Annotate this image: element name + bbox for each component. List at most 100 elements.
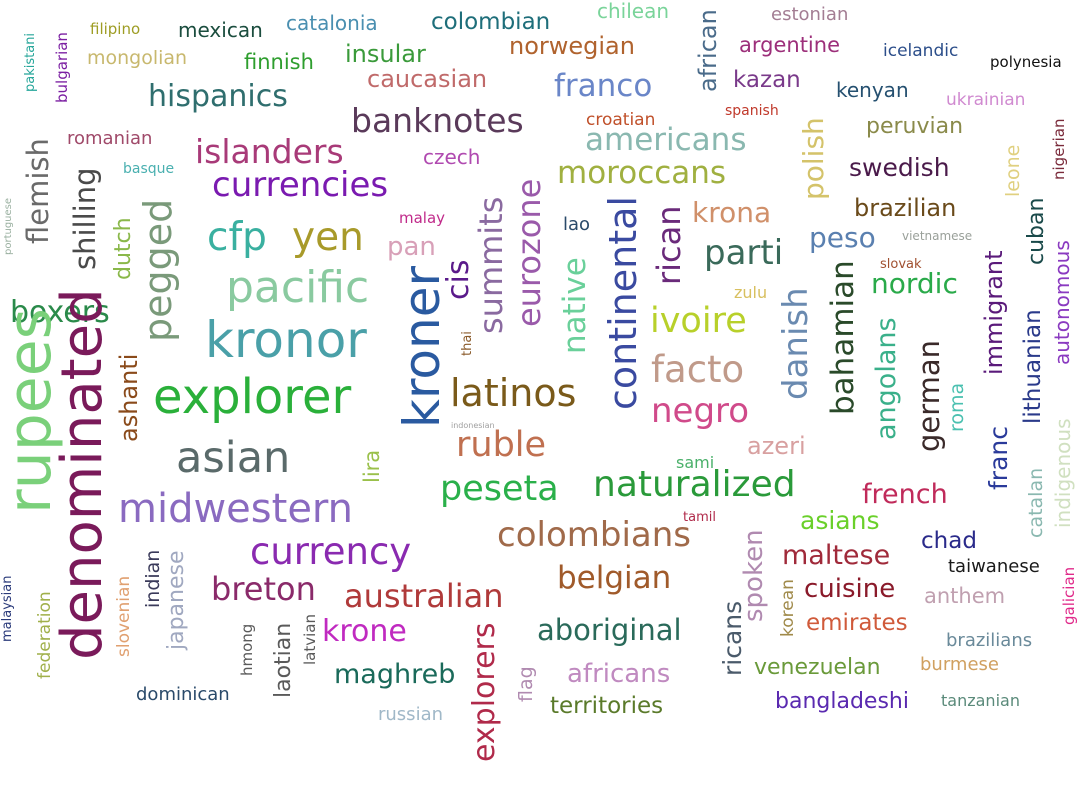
word-krone: krone xyxy=(322,614,407,649)
word-ukrainian: ukrainian xyxy=(946,90,1026,110)
word-currency: currency xyxy=(250,530,412,573)
word-angolans: angolans xyxy=(871,317,902,440)
word-aboriginal: aboriginal xyxy=(537,613,682,647)
word-brazilians: brazilians xyxy=(946,630,1033,651)
word-lithuanian: lithuanian xyxy=(1020,309,1046,424)
word-autonomous: autonomous xyxy=(1050,240,1074,365)
word-romanian: romanian xyxy=(67,128,153,149)
word-indonesian: indonesian xyxy=(451,421,495,430)
word-eurozone: eurozone xyxy=(510,178,548,327)
word-immigrant: immigrant xyxy=(980,250,1008,375)
word-native: native xyxy=(557,257,593,354)
word-swedish: swedish xyxy=(849,153,950,182)
word-maltese: maltese xyxy=(782,540,891,571)
word-islanders: islanders xyxy=(195,132,344,171)
word-burmese: burmese xyxy=(920,654,999,675)
word-explorer: explorer xyxy=(153,369,352,425)
word-indian: indian xyxy=(142,549,164,608)
word-catalonia: catalonia xyxy=(286,11,378,35)
word-spanish: spanish xyxy=(725,103,779,119)
word-croatian: croatian xyxy=(586,110,656,130)
word-franc: franc xyxy=(984,426,1013,490)
word-nordic: nordic xyxy=(871,267,958,300)
word-moroccans: moroccans xyxy=(557,155,727,191)
word-laotian: laotian xyxy=(271,622,296,698)
word-filipino: filipino xyxy=(90,20,141,38)
word-kenyan: kenyan xyxy=(836,78,909,102)
word-icelandic: icelandic xyxy=(883,41,959,61)
word-flemish: flemish xyxy=(21,138,55,244)
word-franco: franco xyxy=(554,68,653,104)
word-parti: parti xyxy=(704,233,784,273)
word-thai: thai xyxy=(460,331,475,356)
word-russian: russian xyxy=(378,704,444,725)
word-bahamian: bahamian xyxy=(825,260,861,415)
word-banknotes: banknotes xyxy=(351,101,524,140)
word-dutch: dutch xyxy=(111,217,136,280)
word-naturalized: naturalized xyxy=(593,464,796,505)
word-cuisine: cuisine xyxy=(804,574,896,604)
word-japanese: japanese xyxy=(164,550,189,650)
word-ruble: ruble xyxy=(456,425,547,465)
word-indigenous: indigenous xyxy=(1051,418,1075,529)
word-roma: roma xyxy=(946,382,968,432)
word-africans: africans xyxy=(567,659,671,689)
word-australian: australian xyxy=(344,577,504,615)
word-caucasian: caucasian xyxy=(367,65,488,93)
word-bangladeshi: bangladeshi xyxy=(775,689,909,714)
word-latvian: latvian xyxy=(301,614,319,665)
word-kronor: kronor xyxy=(205,311,367,369)
word-explorers: explorers xyxy=(467,622,502,762)
word-cuban: cuban xyxy=(1024,197,1049,265)
word-peseta: peseta xyxy=(440,469,559,509)
word-kazan: kazan xyxy=(733,67,801,93)
word-czech: czech xyxy=(423,145,481,169)
word-nigerian: nigerian xyxy=(1050,118,1068,180)
word-hispanics: hispanics xyxy=(148,79,288,114)
word-malaysian: malaysian xyxy=(0,575,15,643)
word-lira: lira xyxy=(360,449,384,483)
word-estonian: estonian xyxy=(771,4,849,25)
word-argentine: argentine xyxy=(739,33,840,57)
word-continental: continental xyxy=(601,196,645,410)
word-vietnamese: vietnamese xyxy=(902,229,973,243)
word-lao: lao xyxy=(563,214,591,235)
word-polynesia: polynesia xyxy=(990,53,1062,71)
word-danish: danish xyxy=(776,287,816,400)
word-americans: americans xyxy=(585,122,747,158)
word-asian: asian xyxy=(176,433,291,483)
word-maghreb: maghreb xyxy=(334,659,456,690)
word-galician: galician xyxy=(1060,566,1078,625)
word-taiwanese: taiwanese xyxy=(948,556,1040,577)
word-midwestern: midwestern xyxy=(118,486,354,532)
word-portuguese: portuguese xyxy=(3,197,14,255)
word-boxers: boxers xyxy=(10,295,110,330)
word-pacific: pacific xyxy=(226,262,370,313)
word-rican: rican xyxy=(650,205,688,285)
word-ashanti: ashanti xyxy=(115,353,143,442)
word-kroner: kroner xyxy=(393,265,451,428)
word-pakistani: pakistani xyxy=(23,32,38,92)
word-emirates: emirates xyxy=(806,610,908,636)
word-ivoire: ivoire xyxy=(650,301,747,341)
word-azeri: azeri xyxy=(747,432,806,460)
word-korean: korean xyxy=(778,579,798,637)
word-african: african xyxy=(694,9,722,92)
word-chad: chad xyxy=(921,528,977,554)
word-leone: leone xyxy=(1002,144,1024,197)
word-dominican: dominican xyxy=(136,684,230,705)
word-brazilian: brazilian xyxy=(854,194,957,222)
word-bulgarian: bulgarian xyxy=(53,32,71,103)
word-asians: asians xyxy=(800,506,880,535)
word-basque: basque xyxy=(123,161,175,177)
word-french: french xyxy=(862,479,948,510)
word-insular: insular xyxy=(345,40,426,68)
word-latinos: latinos xyxy=(450,371,577,415)
word-slovak: slovak xyxy=(880,257,922,272)
word-facto: facto xyxy=(651,348,745,391)
word-breton: breton xyxy=(211,570,316,608)
word-krona: krona xyxy=(692,196,772,229)
word-territories: territories xyxy=(550,693,664,719)
word-pan: pan xyxy=(387,232,436,262)
